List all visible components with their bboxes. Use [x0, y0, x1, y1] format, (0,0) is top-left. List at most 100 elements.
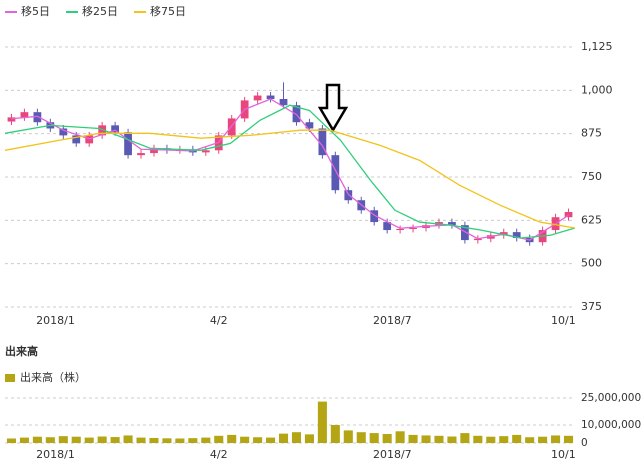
candle-body — [448, 222, 456, 226]
y-tick-label: 750 — [581, 170, 602, 183]
volume-bar — [408, 434, 418, 443]
volume-bar — [317, 401, 327, 443]
candle-body — [253, 95, 262, 101]
volume-bar — [175, 438, 185, 443]
x-tick-label: 10/1 — [551, 314, 576, 327]
candle-body — [409, 227, 417, 229]
candle-body — [331, 155, 340, 191]
volume-bar — [6, 438, 17, 443]
candle-body — [150, 148, 158, 154]
volume-bar — [291, 432, 302, 443]
volume-bar — [149, 437, 159, 443]
moving-average-line — [4, 104, 576, 239]
volume-bar — [278, 433, 289, 443]
candle-body — [33, 112, 42, 123]
volume-bar — [525, 437, 535, 443]
x-tick-label: 2018/7 — [373, 314, 412, 327]
candle-body — [305, 122, 314, 129]
candle-body — [20, 112, 29, 118]
volume-bar — [123, 435, 133, 443]
x-axis-labels: 2018/1 4/2 2018/7 10/1 2018/1 4/2 2018/7 10/1 — [36, 314, 576, 461]
candle-body — [318, 128, 327, 156]
y-tick-label: 625 — [581, 213, 602, 226]
volume-bar — [434, 435, 444, 443]
candle-body — [72, 135, 81, 144]
y-tick-label: 0 — [581, 437, 588, 449]
volume-bar — [330, 425, 340, 443]
volume-bar — [447, 436, 457, 443]
candle-body — [473, 238, 482, 241]
moving-average-line — [4, 129, 576, 229]
legend-label: 出来高（株） — [20, 370, 86, 384]
volume-bar — [395, 431, 405, 443]
volume-bar — [19, 437, 29, 443]
volume-bar — [201, 437, 211, 443]
volume-bar — [188, 438, 198, 443]
y-tick-label: 1,000 — [581, 83, 613, 96]
annotation-arrow — [317, 83, 349, 133]
candle-body — [266, 95, 275, 99]
volume-bar — [538, 436, 548, 443]
x-tick-label: 2018/7 — [373, 448, 412, 461]
y-tick-label: 1,125 — [581, 40, 613, 53]
volume-bar — [240, 436, 250, 443]
volume-title: 出来高 — [5, 344, 38, 358]
volume-bar — [227, 434, 237, 443]
candle-body — [564, 212, 573, 218]
legend-label: 移5日 — [21, 5, 50, 18]
candle-body — [344, 190, 353, 201]
volume-bar — [162, 438, 172, 443]
x-tick-label: 4/2 — [210, 448, 228, 461]
volume-bar — [84, 437, 94, 443]
volume-bar — [97, 436, 107, 443]
legend-label: 移25日 — [82, 5, 118, 18]
candle-body — [370, 210, 379, 223]
candle-body — [111, 125, 119, 133]
y-tick-label: 875 — [581, 127, 602, 140]
volume-bar — [486, 436, 496, 443]
x-tick-label: 2018/1 — [36, 448, 75, 461]
volume-bar — [499, 436, 509, 443]
volume-bar — [460, 433, 470, 443]
legend-swatch — [5, 374, 15, 382]
volume-bar — [32, 436, 42, 443]
candle-body — [7, 117, 16, 122]
candle-body — [124, 132, 132, 156]
volume-bar — [512, 434, 522, 443]
y-tick-label: 25,000,000 — [581, 392, 641, 404]
volume-bar — [45, 437, 55, 443]
volume-bar — [356, 432, 366, 443]
candle-body — [137, 153, 145, 156]
volume-bar — [266, 437, 276, 443]
candle-body — [396, 229, 404, 231]
volume-bar — [71, 436, 81, 443]
y-tick-label: 375 — [581, 300, 602, 313]
candle-body — [59, 128, 68, 136]
volume-bar — [369, 433, 379, 443]
x-tick-label: 4/2 — [210, 314, 228, 327]
candle-body — [461, 225, 469, 241]
volume-bar — [253, 437, 263, 443]
volume-bar — [304, 434, 314, 443]
candle-body — [292, 105, 301, 123]
candle-body — [201, 150, 210, 153]
legend-label: 移75日 — [150, 5, 186, 18]
volume-bar — [473, 435, 483, 443]
volume-bar — [421, 435, 431, 443]
candle-body — [512, 232, 521, 239]
volume-bar — [58, 436, 68, 443]
y-tick-label: 500 — [581, 257, 602, 270]
candle-body — [279, 99, 288, 106]
volume-bar — [551, 435, 561, 443]
y-tick-label: 10,000,000 — [581, 419, 641, 431]
volume-bar — [136, 437, 146, 443]
candle-body — [98, 125, 107, 136]
volume-bar — [214, 435, 224, 443]
volume-bar — [563, 435, 574, 443]
candle-body — [383, 222, 392, 231]
volume-bar — [382, 434, 392, 443]
volume-bar — [110, 437, 120, 443]
volume-bar — [343, 430, 353, 443]
